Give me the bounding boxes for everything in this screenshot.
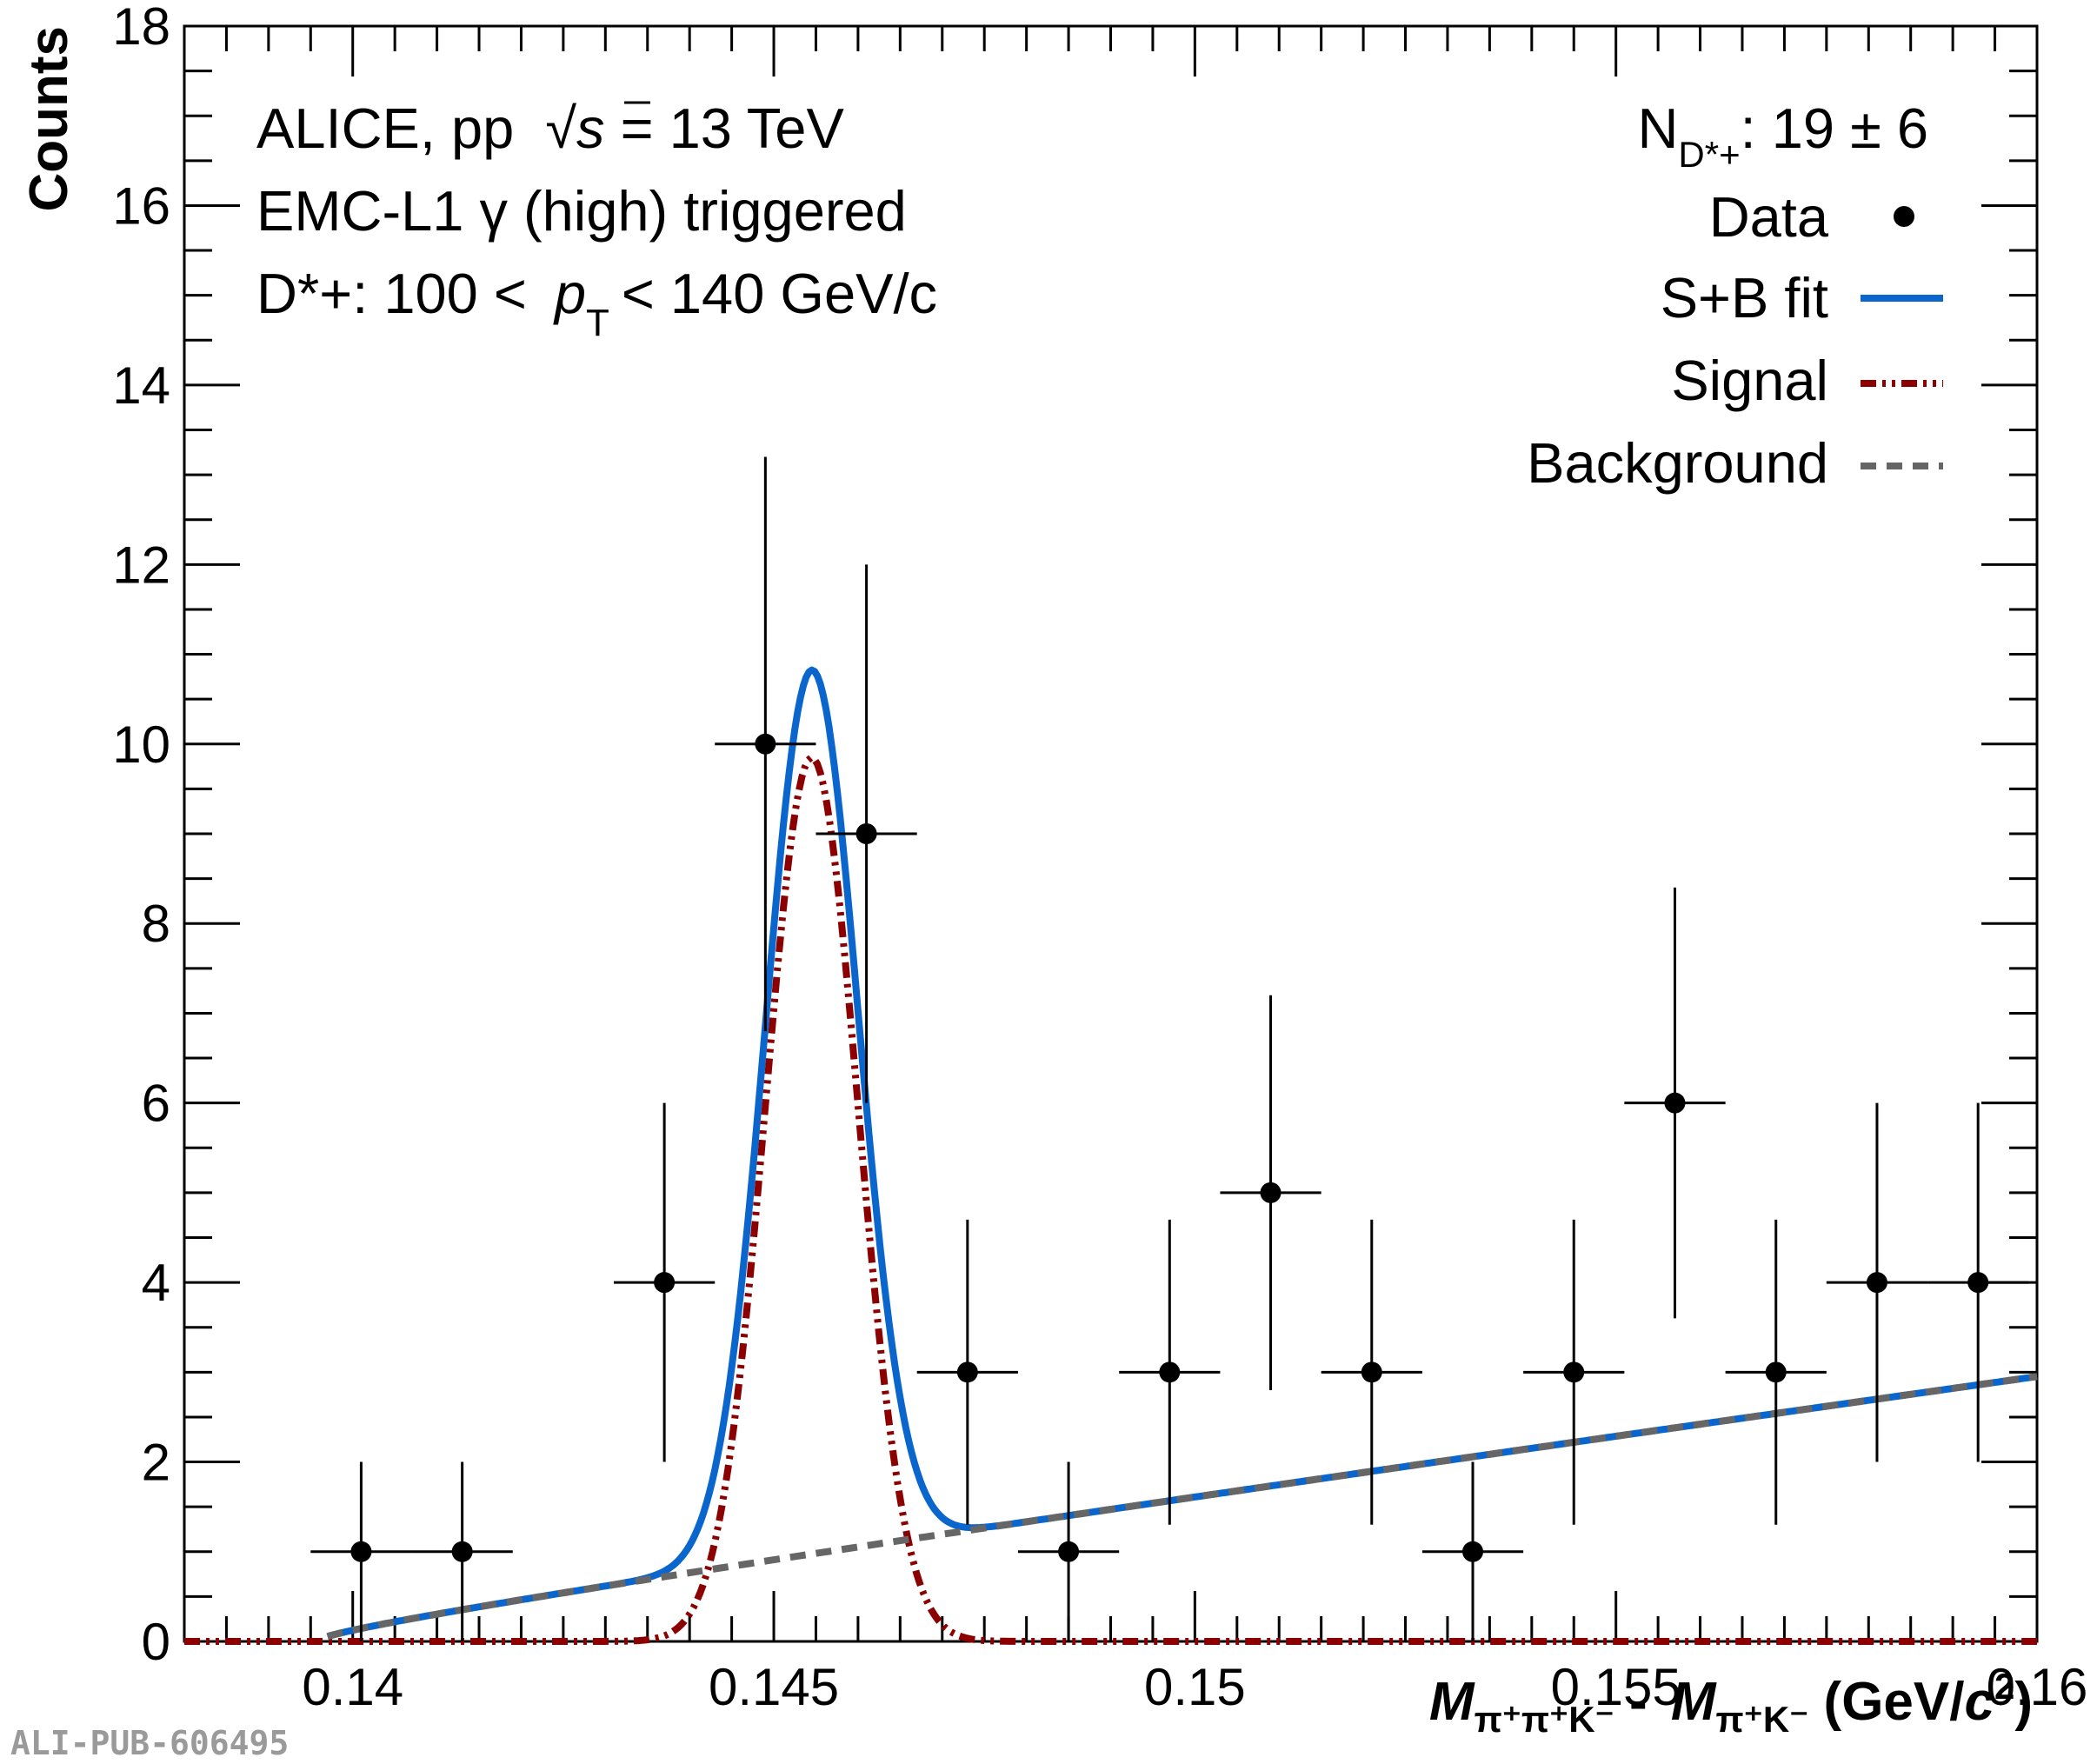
data-points [310,456,2029,1641]
data-marker [1967,1272,1989,1294]
x-label-m1: M [1429,1672,1475,1732]
data-marker [1462,1541,1484,1562]
data-marker [1664,1092,1686,1114]
data-point [614,1102,716,1462]
data-marker [1159,1361,1181,1383]
data-marker [956,1361,978,1383]
fit-curves [184,666,2038,1645]
x-label-unit-sup: 2 [1994,1666,2014,1707]
yield-sub: D*+ [1678,134,1740,175]
data-point [310,1461,412,1641]
data-marker [1058,1541,1080,1562]
legend-label-background: Background [1527,431,1828,495]
y-tick-label: 4 [142,1254,170,1312]
info-line-pt-range: D*+: 100 < pT < 140 GeV/c [256,262,937,344]
data-marker [451,1541,473,1562]
data-point [1017,1461,1120,1641]
info-line1-sqrt: √ [545,97,576,160]
x-label-unit-pre: (GeV/ [1808,1672,1964,1732]
info-line1-s: s [576,97,605,160]
data-point [916,1219,1018,1525]
signal-curve [184,753,2037,1645]
y-tick-label: 18 [112,0,170,56]
info-line3-pre: D*+: 100 < [256,262,527,325]
data-point [1725,1219,1827,1525]
info-line1-post: = 13 TeV [605,97,845,160]
signal-yield: ND*+: 19 ± 6 [1637,97,1928,175]
data-point [715,456,816,1032]
yield-n: N [1637,97,1678,160]
legend-label-signal: Signal [1671,349,1828,412]
legend-marker-data [1894,206,1914,227]
data-marker [755,733,776,755]
x-tick-label: 0.145 [709,1658,839,1716]
data-marker [1765,1361,1787,1383]
y-tick-label: 16 [112,176,170,235]
x-tick-label: 0.15 [1144,1658,1246,1716]
y-tick-label: 10 [112,716,170,774]
publication-id: ALI-PUB-606495 [10,1724,289,1762]
y-axis-label: Counts [19,26,79,212]
x-tick-label: 0.14 [302,1658,403,1716]
x-label-sub1: π⁺π⁺K⁻ [1475,1699,1614,1740]
sb-fit-curve [326,666,2038,1641]
data-marker [1361,1361,1382,1383]
yield-value: : 19 ± 6 [1741,97,1928,160]
data-point [1523,1219,1625,1525]
x-tick-label: 0.16 [1987,1658,2088,1716]
data-point [1220,995,1321,1390]
data-marker [350,1541,372,1562]
info-line3-p: p [553,262,586,325]
x-label-sub2: π⁺K⁻ [1716,1699,1809,1740]
data-point [1624,887,1726,1319]
data-point [1826,1102,1928,1462]
data-point [1119,1219,1221,1525]
info-line3-sub: T [586,302,609,344]
legend-label-data: Data [1709,185,1829,249]
data-point [411,1461,513,1641]
background-curve [326,1373,2038,1641]
y-tick-label: 0 [142,1613,170,1671]
axes: 0.14 0.145 0.15 0.155 0.16 0 2 4 6 8 10 12 14 16 18 [112,0,2087,1716]
data-marker [1866,1272,1887,1294]
info-line-trigger: EMC-L1 γ (high) triggered [256,179,907,243]
y-tick-label: 12 [112,536,170,594]
data-marker [654,1272,676,1294]
legend-label-fit: S+B fit [1661,266,1828,330]
x-axis-label: Mπ⁺π⁺K⁻ - Mπ⁺K⁻ (GeV/c2) [1429,1666,2033,1740]
info-line3-post: < 140 GeV/c [622,262,937,325]
data-point [1421,1461,1524,1641]
data-marker [1260,1182,1282,1203]
x-label-dash: - [1614,1672,1662,1732]
data-point [1321,1219,1422,1525]
data-marker [855,823,877,844]
x-label-unit-post: ) [2014,1672,2033,1732]
info-line-experiment: ALICE, pp √s = 13 TeV [256,97,844,160]
legend: Data S+B fit Signal Background [1527,185,1943,495]
info-line1-pre: ALICE, pp [256,97,514,160]
y-tick-label: 6 [142,1075,170,1133]
x-tick-label: 0.155 [1551,1658,1681,1716]
data-marker [1563,1361,1585,1383]
data-point [816,564,917,1103]
data-point [1927,1102,2029,1462]
y-tick-label: 14 [112,356,170,415]
x-label-m2: M [1671,1672,1717,1732]
x-label-unit-c: c [1965,1672,1994,1732]
y-tick-label: 2 [142,1434,170,1492]
y-tick-label: 8 [142,895,170,953]
